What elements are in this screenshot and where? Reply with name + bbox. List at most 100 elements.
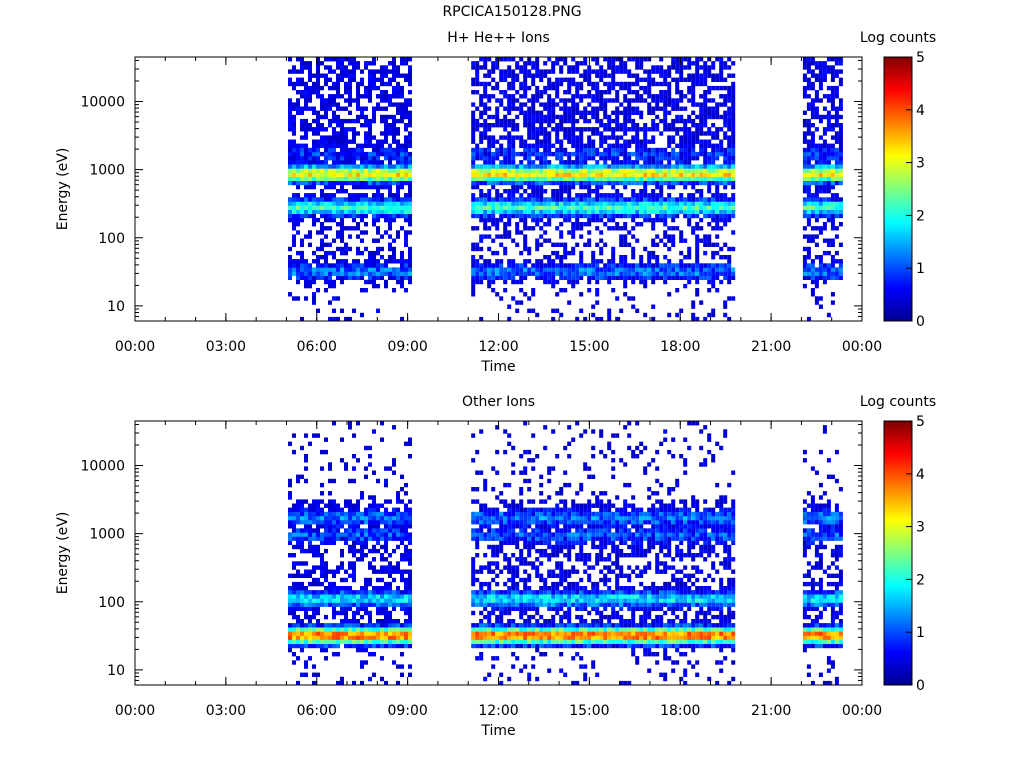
heatmap-cell [408, 259, 412, 264]
heatmap-cell [707, 73, 712, 78]
heatmap-cell [292, 205, 296, 210]
heatmap-cell [707, 234, 712, 239]
heatmap-cell [615, 180, 620, 186]
heatmap-cell [699, 106, 704, 111]
heatmap-cell [691, 209, 696, 214]
heatmap-cell [619, 57, 624, 62]
heatmap-cell [655, 106, 660, 111]
heatmap-cell [527, 168, 532, 173]
heatmap-cell [336, 532, 340, 537]
heatmap-cell [623, 222, 628, 227]
heatmap-cell [340, 222, 344, 227]
heatmap-cell [515, 123, 520, 128]
heatmap-cell [571, 77, 576, 82]
heatmap-cell [340, 147, 344, 153]
heatmap-cell [826, 168, 831, 173]
heatmap-cell [503, 226, 508, 231]
heatmap-cell [296, 528, 300, 533]
heatmap-cell [703, 94, 708, 99]
heatmap-cell [292, 660, 296, 665]
heatmap-cell [539, 127, 544, 132]
heatmap-cell [308, 77, 312, 82]
heatmap-cell [507, 172, 512, 177]
heatmap-cell [376, 147, 380, 153]
heatmap-cell [316, 594, 320, 599]
heatmap-cell [830, 238, 835, 243]
heatmap-cell [288, 176, 292, 181]
heatmap-cell [687, 57, 692, 62]
heatmap-cell [527, 131, 532, 136]
heatmap-cell [623, 180, 628, 186]
heatmap-cell [675, 263, 680, 268]
heatmap-cell [595, 127, 600, 132]
heatmap-cell [547, 255, 552, 260]
heatmap-cell [802, 135, 807, 140]
heatmap-cell [308, 606, 312, 611]
heatmap-cell [531, 127, 536, 132]
heatmap-cell [635, 90, 640, 95]
heatmap-cell [631, 193, 636, 198]
heatmap-cell [583, 213, 588, 219]
heatmap-cell [667, 81, 672, 87]
heatmap-cell [802, 61, 807, 66]
heatmap-cell [583, 118, 588, 124]
heatmap-cell [511, 184, 516, 190]
heatmap-cell [356, 81, 360, 87]
heatmap-cell [344, 511, 348, 517]
heatmap-cell [356, 557, 360, 562]
heatmap-cell [647, 271, 652, 276]
heatmap-cell [388, 271, 392, 276]
heatmap-cell [344, 590, 348, 595]
heatmap-cell [699, 193, 704, 198]
heatmap-cell [296, 639, 300, 644]
heatmap-cell [503, 147, 508, 153]
heatmap-cell [288, 515, 292, 521]
heatmap-cell [344, 515, 348, 521]
heatmap-cell [304, 275, 308, 280]
heatmap-cell [675, 168, 680, 173]
heatmap-cell [647, 57, 652, 62]
heatmap-cell [715, 201, 720, 206]
heatmap-cell [806, 164, 811, 169]
heatmap-cell [471, 139, 476, 144]
heatmap-cell [838, 139, 843, 144]
heatmap-cell [818, 201, 823, 206]
heatmap-cell [663, 234, 668, 239]
heatmap-cell [679, 197, 684, 202]
heatmap-cell [292, 503, 296, 508]
heatmap-cell [364, 65, 368, 70]
heatmap-cell [404, 234, 408, 239]
heatmap-cell [834, 69, 839, 74]
heatmap-cell [316, 627, 320, 632]
heatmap-cell [667, 160, 672, 165]
heatmap-cell [400, 118, 404, 124]
heatmap-cell [312, 279, 316, 285]
heatmap-cell [348, 246, 352, 252]
heatmap-cell [527, 296, 532, 301]
heatmap-cell [551, 267, 556, 272]
heatmap-cell [727, 135, 732, 140]
heatmap-cell [663, 197, 668, 202]
heatmap-cell [511, 118, 516, 124]
heatmap-cell [595, 90, 600, 95]
heatmap-cell [376, 160, 380, 165]
heatmap-cell [559, 288, 564, 293]
heatmap-cell [320, 524, 324, 529]
heatmap-cell [352, 308, 356, 313]
heatmap-cell [571, 226, 576, 231]
heatmap-cell [491, 180, 496, 186]
heatmap-cell [523, 197, 528, 202]
heatmap-cell [499, 118, 504, 124]
heatmap-cell [671, 205, 676, 210]
heatmap-cell [723, 193, 728, 198]
heatmap-cell [810, 131, 815, 136]
heatmap-cell [731, 172, 736, 177]
heatmap-cell [631, 127, 636, 132]
heatmap-cell [543, 160, 548, 165]
heatmap-cell [348, 565, 352, 570]
heatmap-cell [647, 147, 652, 153]
heatmap-cell [591, 180, 596, 186]
heatmap-cell [332, 147, 336, 153]
heatmap-cell [372, 193, 376, 198]
heatmap-cell [360, 267, 364, 272]
